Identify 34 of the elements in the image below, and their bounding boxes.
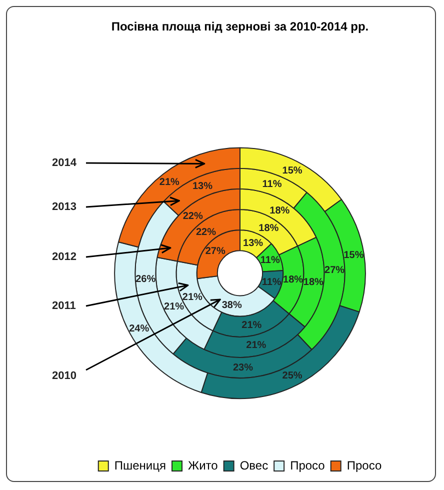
data-label: 21% <box>164 302 184 313</box>
data-label: 22% <box>196 226 216 238</box>
data-label: 21% <box>242 320 262 332</box>
data-label: 22% <box>182 210 203 222</box>
data-label: 15% <box>282 165 302 176</box>
data-label: 26% <box>136 274 156 285</box>
data-label: 15% <box>344 250 364 261</box>
data-label: 13% <box>192 181 213 192</box>
data-label: 38% <box>222 300 242 311</box>
data-label: 18% <box>270 205 290 216</box>
data-label: 18% <box>258 222 279 234</box>
data-label: 23% <box>232 362 254 374</box>
data-label: 11% <box>262 178 282 190</box>
data-label: 13% <box>243 238 264 249</box>
data-label: 11% <box>260 254 280 266</box>
chart-title: Посівна площа під зернові за 2010-2014 рр. <box>111 20 369 34</box>
legend-label: Овес <box>240 458 268 472</box>
data-label: 21% <box>159 176 180 188</box>
data-label: 27% <box>205 246 226 258</box>
slice-label: 2014 <box>52 157 78 170</box>
data-label: 25% <box>282 370 302 382</box>
legend-label: Жито <box>188 458 218 472</box>
legend-label: Просо <box>346 458 382 472</box>
slice-label: 2011 <box>52 300 76 312</box>
data-label: 21% <box>246 340 266 352</box>
slice-label: 2013 <box>52 201 76 214</box>
data-label: 24% <box>129 323 150 334</box>
legend-label: Пшениця <box>114 458 166 472</box>
data-label: 18% <box>283 274 304 286</box>
legend-label: Просо <box>290 458 326 472</box>
slice-label: 2010 <box>52 370 76 382</box>
data-label: 11% <box>262 277 282 288</box>
data-label: 21% <box>182 292 203 304</box>
slice-label: 2012 <box>52 251 76 264</box>
